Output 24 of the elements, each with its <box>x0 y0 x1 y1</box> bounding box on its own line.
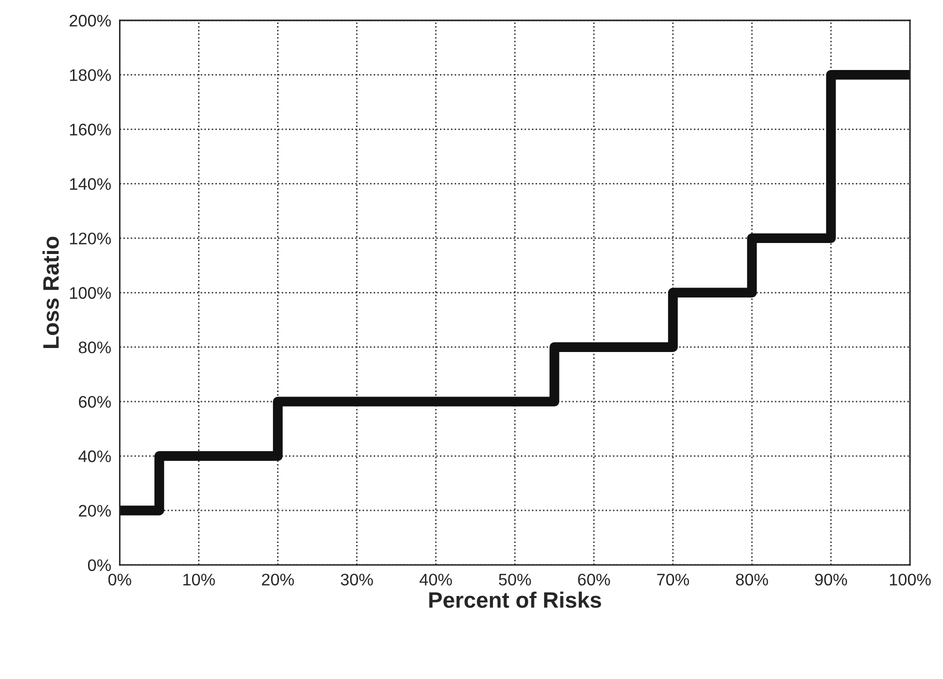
x-tick-label: 90% <box>815 574 848 586</box>
y-tick-label: 0% <box>88 559 111 572</box>
x-tick-label: 30% <box>340 574 373 586</box>
y-tick-label: 200% <box>70 14 111 27</box>
x-tick-label: 0% <box>108 574 132 586</box>
y-tick-label: 60% <box>78 396 111 408</box>
x-tick-label: 70% <box>657 574 690 586</box>
y-tick-label: 180% <box>70 69 111 82</box>
x-tick-label: 80% <box>736 574 768 586</box>
x-tick-label: 10% <box>183 574 215 586</box>
x-tick-label: 50% <box>498 574 531 586</box>
y-tick-label: 20% <box>78 504 111 517</box>
y-tick-label: 80% <box>78 342 111 354</box>
y-tick-label: 160% <box>70 124 111 136</box>
y-tick-label: 100% <box>70 287 111 299</box>
y-axis-title: Loss Ratio <box>42 236 59 348</box>
y-tick-label: 40% <box>78 450 111 462</box>
y-tick-label: 120% <box>70 232 111 244</box>
x-tick-label: 40% <box>420 574 452 586</box>
x-tick-label: 60% <box>578 574 610 586</box>
x-axis-title: Percent of Risks <box>429 592 602 608</box>
x-tick-label: 20% <box>262 574 294 586</box>
x-tick-label: 100% <box>890 574 931 586</box>
y-tick-label: 140% <box>70 178 111 190</box>
